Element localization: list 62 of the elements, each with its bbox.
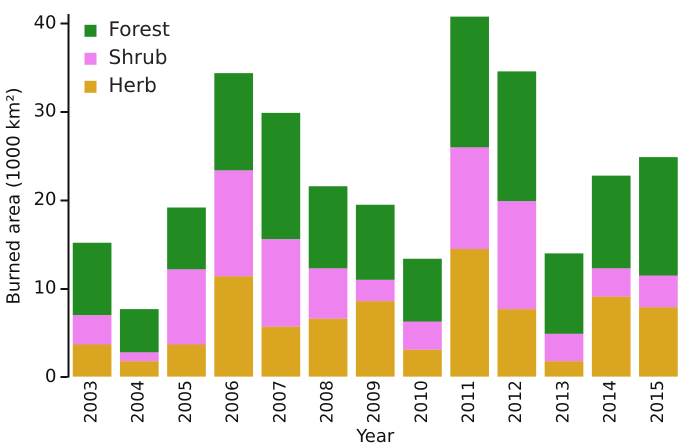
bar <box>120 309 159 352</box>
bar <box>544 334 584 362</box>
bar <box>214 170 254 276</box>
x-tick-label: 2004 <box>128 380 149 424</box>
x-tick-label: 2007 <box>270 380 290 424</box>
bar <box>214 276 254 377</box>
y-tick-label: 30 <box>34 100 57 122</box>
x-tick-label: 2006 <box>223 380 244 424</box>
bar <box>403 321 442 350</box>
bar <box>450 248 489 377</box>
x-tick-label: 2003 <box>82 380 102 424</box>
legend-label: Shrub <box>108 45 168 70</box>
x-tick-label: 2013 <box>553 380 574 424</box>
bar <box>308 268 348 319</box>
bar <box>544 361 584 377</box>
x-axis-title: Year <box>355 426 395 447</box>
x-tick-label: 2011 <box>459 380 480 424</box>
x-tick-label: 2012 <box>506 380 526 424</box>
bar <box>639 276 678 308</box>
y-tick-label: 20 <box>34 189 57 210</box>
legend-label: Forest <box>108 17 170 42</box>
x-tick-label: 2014 <box>600 380 621 424</box>
bar <box>214 73 254 170</box>
x-tick-label: 2008 <box>317 380 338 424</box>
bar <box>167 344 206 377</box>
bar <box>544 253 584 334</box>
bar <box>497 71 536 202</box>
legend-label: Herb <box>108 73 157 98</box>
y-tick-label: 40 <box>34 12 57 34</box>
bar <box>356 204 395 280</box>
bar <box>120 361 159 377</box>
bar <box>403 258 442 322</box>
bar <box>72 242 112 316</box>
x-tick-label: 2009 <box>364 380 385 424</box>
bar <box>450 16 489 148</box>
bar <box>592 268 631 297</box>
bar <box>308 186 348 268</box>
bar <box>450 147 489 249</box>
bar <box>356 301 395 377</box>
x-tick-label: 2005 <box>176 380 196 424</box>
bar <box>592 296 631 377</box>
bar <box>262 239 300 327</box>
bar <box>262 326 300 377</box>
x-tick-label: 2010 <box>412 380 432 424</box>
bar <box>356 280 395 302</box>
bar <box>639 157 678 276</box>
bar <box>167 269 206 344</box>
bar <box>639 307 678 377</box>
bar <box>262 112 300 240</box>
bar <box>497 201 536 310</box>
bar <box>72 344 112 377</box>
y-axis-title: Burned area (1000 km²) <box>3 87 24 305</box>
y-tick-label: 0 <box>45 366 57 387</box>
x-tick-label: 2015 <box>648 380 668 424</box>
bar <box>120 352 159 362</box>
bar <box>497 309 536 377</box>
bar <box>72 315 112 344</box>
bar <box>308 318 348 377</box>
y-tick-label: 10 <box>34 277 57 298</box>
bar <box>592 176 631 268</box>
bar <box>167 207 206 270</box>
bar <box>403 350 442 377</box>
